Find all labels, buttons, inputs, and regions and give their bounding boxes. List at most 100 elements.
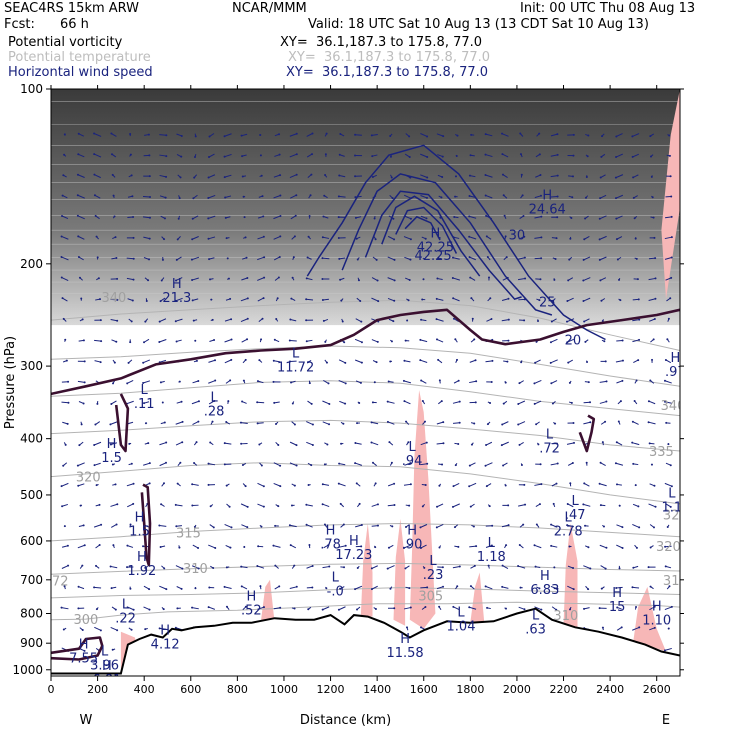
wind-arrow — [403, 236, 412, 241]
wind-arrow — [340, 566, 346, 569]
wind-arrow — [291, 607, 296, 610]
wind-arrow — [469, 276, 476, 281]
wind-arrow — [599, 504, 606, 507]
wind-arrow-head — [95, 484, 98, 487]
wind-arrow — [160, 421, 166, 425]
wind-arrow — [422, 257, 426, 261]
wind-arrow-head — [337, 608, 340, 611]
wind-arrow-head — [263, 256, 266, 259]
wind-arrow — [664, 215, 673, 219]
wind-arrow-shaft — [159, 318, 167, 323]
wind-arrow-head — [161, 258, 164, 261]
hl-marker: L.28 — [204, 390, 225, 419]
wind-arrow — [567, 154, 575, 157]
wind-arrow-head — [321, 608, 324, 611]
wind-arrow-shaft — [191, 256, 200, 261]
wind-arrow-head — [148, 175, 151, 178]
wind-arrow-shaft — [110, 524, 117, 528]
wind-arrow-shaft — [664, 380, 672, 384]
hl-letter: L — [532, 609, 540, 624]
wind-arrow-head — [486, 255, 489, 258]
wind-arrow — [374, 545, 377, 549]
wind-arrow-head — [360, 320, 363, 323]
wind-arrow-head — [392, 217, 395, 220]
wind-arrow-head — [337, 237, 340, 240]
wind-arrow — [535, 278, 542, 281]
wind-arrow — [536, 586, 541, 590]
wind-arrow — [129, 586, 132, 590]
theta-label: 325 — [663, 508, 688, 523]
wind-arrow — [77, 607, 85, 610]
wind-arrow — [600, 298, 606, 302]
wind-arrow-head — [569, 237, 572, 240]
wind-arrow — [454, 175, 457, 178]
theta-contour — [51, 299, 680, 351]
hl-marker: L.94 — [402, 440, 423, 469]
wind-arrow — [63, 133, 66, 136]
wind-arrow-head — [164, 461, 167, 464]
wind-arrow-head — [374, 238, 377, 241]
wind-arrow — [453, 379, 460, 384]
wind-arrow-head — [230, 526, 233, 529]
wind-arrow — [175, 277, 183, 282]
wind-arrow-head — [81, 318, 84, 321]
wind-arrow-shaft — [436, 442, 444, 445]
wind-arrow-head — [390, 176, 393, 179]
wind-arrow-head — [194, 587, 197, 590]
wind-arrow — [354, 442, 362, 445]
wind-arrow — [111, 648, 116, 651]
wind-arrow — [95, 503, 101, 507]
wind-arrow-head — [93, 173, 96, 176]
wind-arrow — [470, 338, 476, 343]
wind-arrow-head — [228, 505, 231, 508]
wind-arrow — [504, 380, 507, 384]
wind-arrow-shaft — [551, 380, 558, 384]
wind-arrow — [191, 400, 200, 405]
wind-arrow-head — [638, 626, 641, 629]
wind-arrow — [403, 483, 412, 486]
wind-arrow-head — [65, 359, 68, 362]
wind-arrow — [94, 360, 102, 364]
wind-arrow-head — [190, 258, 193, 261]
wind-arrow — [274, 153, 281, 157]
wind-arrow — [534, 194, 542, 199]
wind-arrow-shaft — [469, 236, 477, 240]
wind-arrow-head — [262, 297, 265, 300]
wind-arrow — [550, 380, 558, 385]
wind-arrow-head — [321, 236, 324, 239]
wind-arrow — [321, 503, 330, 508]
wind-arrow-shaft — [648, 421, 656, 425]
wind-arrow-shaft — [143, 236, 150, 240]
wind-arrow-head — [452, 317, 455, 320]
wind-arrow — [289, 132, 298, 137]
wind-arrow — [110, 523, 118, 528]
wind-arrow — [207, 483, 215, 486]
wind-arrow-head — [258, 359, 261, 362]
wind-arrow-head — [631, 135, 634, 138]
wind-arrow — [242, 483, 247, 488]
wind-arrow-head — [241, 400, 244, 403]
hl-value: 1.5 — [129, 524, 150, 539]
wind-arrow-head — [485, 214, 488, 217]
wind-arrow-head — [621, 339, 624, 342]
wind-arrow — [208, 586, 215, 589]
wind-arrow-shaft — [452, 401, 460, 404]
wind-arrow-head — [210, 298, 213, 301]
wind-arrow-head — [148, 608, 151, 611]
hl-letter: H — [430, 226, 440, 241]
wind-arrow — [615, 236, 623, 241]
wind-arrow — [615, 359, 624, 363]
wind-arrow — [550, 153, 559, 157]
wind-arrow-head — [618, 278, 621, 281]
wind-arrow-head — [504, 484, 507, 487]
wind-arrow — [649, 626, 656, 631]
wind-arrow-head — [147, 442, 150, 445]
wind-arrow — [76, 462, 85, 467]
wind-arrow — [192, 380, 200, 384]
wind-arrow-head — [246, 338, 249, 341]
wind-arrow-head — [566, 320, 569, 323]
wind-arrow-shaft — [338, 545, 346, 548]
wind-arrow-head — [194, 339, 197, 342]
wind-arrow — [273, 255, 281, 261]
wind-arrow-shaft — [306, 524, 313, 528]
